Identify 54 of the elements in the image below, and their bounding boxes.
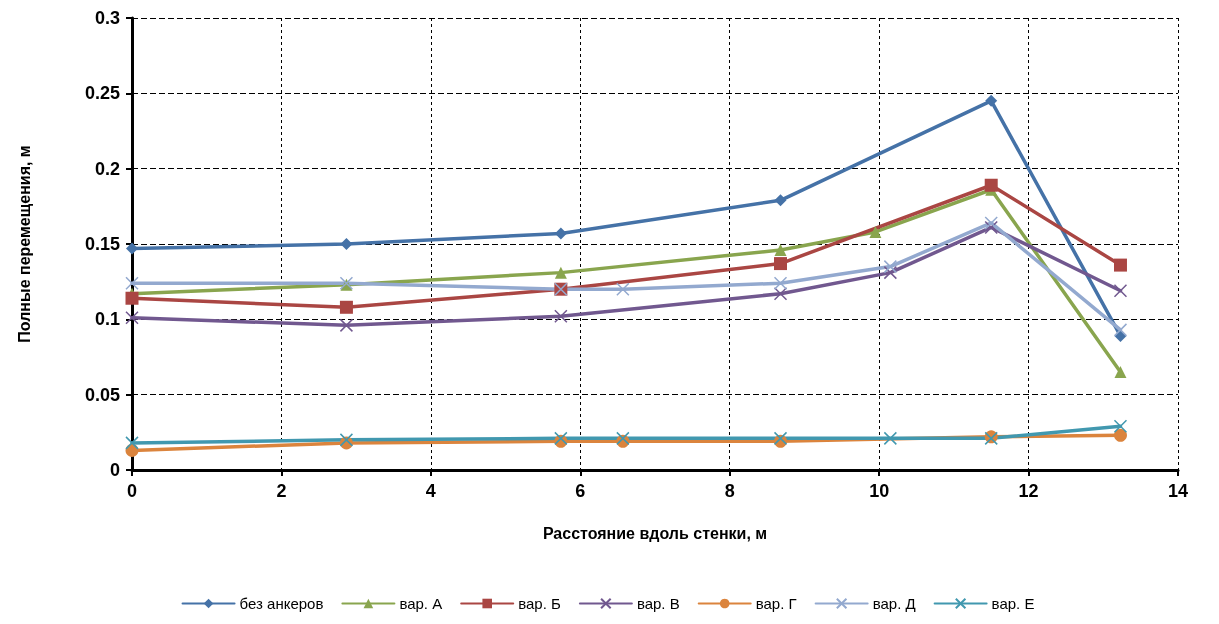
point [985, 94, 998, 107]
point [984, 220, 998, 235]
point [984, 216, 998, 230]
legend-label: вар. Г [755, 595, 797, 612]
legend-label: вар. В [636, 595, 680, 612]
y-tick-label: 0.25 [84, 83, 120, 104]
point [554, 309, 568, 324]
y-tick-label: 0.1 [94, 309, 120, 330]
x-tick-label: 4 [425, 481, 436, 501]
legend-label: без анкеров [239, 595, 324, 612]
x-axis-title: Расстояние вдоль стенки, м [542, 524, 768, 542]
point [339, 318, 354, 333]
point [773, 286, 788, 301]
y-axis-title: Полные перемещения, м [15, 145, 33, 343]
y-tick-label: 0 [109, 460, 120, 480]
point [340, 238, 353, 250]
legend-label: вар. Е [991, 595, 1035, 612]
point [1113, 419, 1128, 434]
point [616, 282, 630, 296]
point [883, 265, 898, 280]
y-tick-label: 0.15 [84, 234, 120, 254]
legend-label: вар. Д [872, 595, 916, 612]
point [1113, 258, 1127, 272]
y-tick-label: 0.05 [84, 384, 120, 405]
point [773, 276, 788, 290]
point [869, 225, 882, 238]
y-tick-label: 0.2 [94, 158, 120, 179]
point [1114, 366, 1127, 379]
legend-label: вар. А [399, 595, 443, 612]
point [1113, 323, 1128, 337]
point [1113, 428, 1127, 442]
point [774, 257, 788, 271]
point [125, 436, 139, 450]
point [339, 300, 353, 314]
point [984, 178, 998, 192]
point [774, 194, 787, 207]
y-tick-label: 0.3 [94, 8, 120, 28]
x-tick-label: 0 [126, 481, 138, 501]
x-tick-label: 12 [1018, 481, 1039, 501]
point [774, 244, 787, 257]
legend-label: вар. Б [518, 595, 562, 612]
point [554, 266, 567, 279]
x-tick-label: 8 [724, 481, 735, 501]
point [126, 242, 138, 255]
x-tick-label: 10 [869, 481, 890, 501]
point [125, 291, 139, 305]
point [125, 311, 139, 325]
x-tick-label: 6 [575, 481, 586, 501]
point [1113, 283, 1128, 298]
x-tick-label: 2 [276, 481, 287, 501]
point [883, 431, 898, 446]
point [883, 259, 898, 274]
x-tick-label: 14 [1167, 481, 1189, 501]
point [125, 276, 139, 290]
